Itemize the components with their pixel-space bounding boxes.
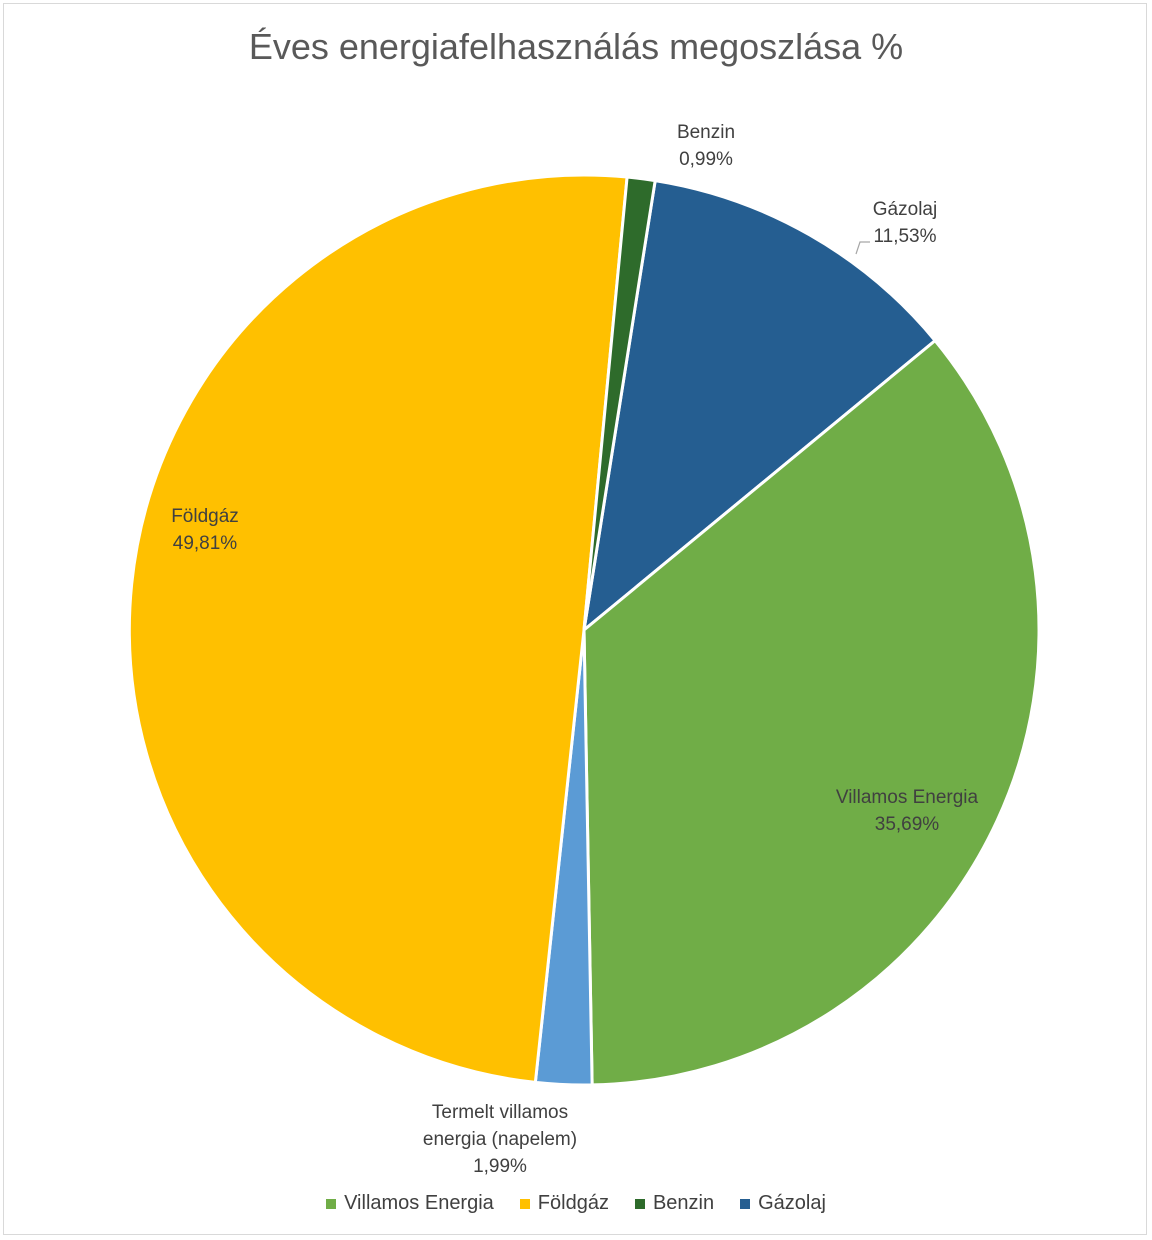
legend-item: Gázolaj xyxy=(740,1192,826,1215)
chart-legend: Villamos Energia Földgáz Benzin Gázolaj xyxy=(0,1192,1152,1215)
pie-slice-villamos-energia xyxy=(582,338,1041,1087)
legend-swatch xyxy=(740,1198,751,1209)
data-label: Gázolaj 11,53% xyxy=(873,199,937,247)
legend-label: Benzin xyxy=(652,1192,715,1214)
pie-slice-gázolaj xyxy=(581,178,938,634)
legend-item: Benzin xyxy=(634,1192,715,1215)
chart-title: Éves energiafelhasználás megoszlása % xyxy=(248,26,904,67)
legend-item: Földgáz xyxy=(519,1192,609,1215)
legend-label: Gázolaj xyxy=(758,1192,826,1214)
data-label: Földgáz 49,81% xyxy=(171,506,239,554)
legend-swatch xyxy=(519,1198,530,1209)
data-label: Villamos Energia 35,69% xyxy=(836,787,979,835)
label-leader-line xyxy=(855,241,870,255)
legend-label: Villamos Energia xyxy=(344,1192,494,1214)
legend-swatch xyxy=(326,1198,337,1209)
pie-slice-benzin xyxy=(582,175,657,631)
data-label: Benzin 0,99% xyxy=(677,122,735,170)
legend-label: Földgáz xyxy=(537,1192,609,1214)
legend-item: Villamos Energia xyxy=(326,1192,494,1215)
data-label: Termelt villamos energia (napelem) 1,99% xyxy=(423,1102,577,1177)
pie-slice-földgáz xyxy=(127,173,629,1085)
legend-swatch xyxy=(634,1198,645,1209)
